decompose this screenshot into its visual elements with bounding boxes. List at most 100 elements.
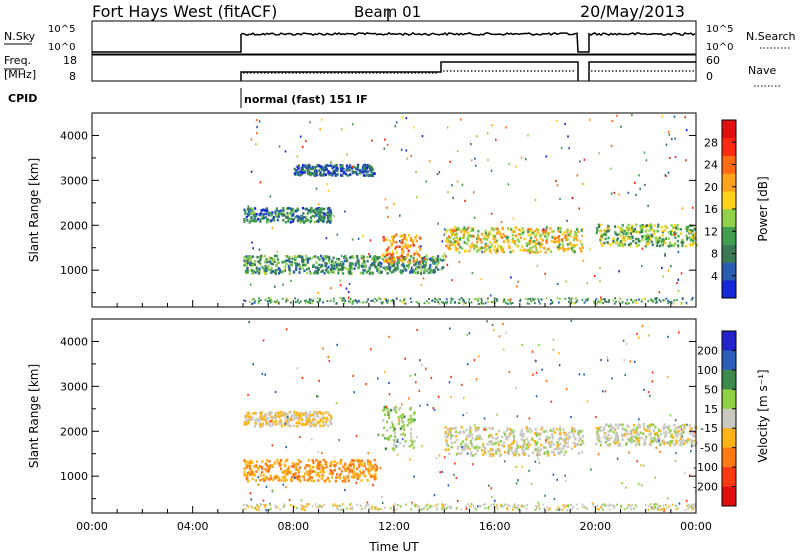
- noise-cell: [252, 247, 254, 250]
- data-cell: [296, 468, 299, 472]
- data-cell: [622, 433, 625, 437]
- data-cell: [432, 261, 435, 265]
- ground-cell: [593, 300, 595, 303]
- noise-cell: [493, 328, 495, 332]
- noise-cell: [654, 476, 657, 479]
- data-cell: [566, 441, 569, 445]
- data-cell: [579, 247, 582, 250]
- data-cell: [686, 227, 689, 231]
- data-cell: [322, 168, 325, 171]
- data-cell: [449, 240, 452, 244]
- data-cell: [452, 427, 455, 430]
- data-cell: [457, 243, 460, 246]
- data-cell: [304, 411, 307, 415]
- data-cell: [649, 443, 652, 446]
- noise-cell: [461, 450, 464, 453]
- data-cell: [413, 411, 416, 414]
- data-cell: [246, 269, 249, 272]
- data-cell: [608, 438, 611, 442]
- data-cell: [243, 467, 246, 471]
- ground-cell: [397, 504, 399, 507]
- data-cell: [392, 240, 395, 243]
- data-cell: [557, 241, 561, 245]
- noise-cell: [282, 483, 284, 486]
- data-cell: [402, 245, 405, 248]
- data-cell: [392, 429, 395, 432]
- data-cell: [484, 232, 488, 235]
- data-cell: [360, 255, 363, 258]
- ground-cell: [260, 504, 263, 507]
- data-cell: [306, 479, 309, 482]
- noise-cell: [643, 151, 646, 154]
- data-cell: [292, 210, 295, 213]
- data-cell: [308, 477, 311, 481]
- data-cell: [391, 264, 394, 268]
- ground-cell: [524, 297, 527, 300]
- data-cell: [327, 208, 330, 211]
- data-cell: [247, 461, 250, 464]
- data-cell: [638, 239, 641, 243]
- ground-cell: [598, 508, 600, 511]
- noise-cell: [670, 265, 672, 268]
- data-cell: [357, 165, 360, 168]
- data-cell: [273, 254, 277, 258]
- noise-cell: [284, 422, 287, 425]
- data-cell: [267, 213, 270, 217]
- noise-cell: [667, 171, 670, 174]
- data-cell: [268, 260, 271, 263]
- data-cell: [607, 236, 610, 240]
- data-cell: [610, 436, 613, 440]
- data-cell: [459, 431, 462, 434]
- noise-cell: [566, 388, 568, 391]
- ground-cell: [467, 506, 470, 509]
- data-cell: [402, 234, 405, 238]
- data-cell: [269, 262, 272, 265]
- data-cell: [550, 440, 553, 443]
- data-cell: [387, 257, 390, 261]
- noise-cell: [455, 476, 458, 479]
- noise-cell: [269, 419, 272, 423]
- data-cell: [639, 224, 642, 228]
- noise-cell: [250, 138, 253, 141]
- data-cell: [621, 223, 624, 227]
- data-cell: [262, 479, 265, 482]
- data-cell: [367, 471, 370, 474]
- data-cell: [482, 453, 485, 456]
- data-cell: [275, 269, 278, 272]
- noise-cell: [671, 137, 673, 141]
- data-cell: [252, 472, 255, 476]
- ground-cell: [630, 299, 633, 302]
- data-cell: [605, 230, 608, 233]
- data-cell: [662, 431, 665, 435]
- data-cell: [247, 210, 251, 213]
- data-cell: [277, 261, 280, 265]
- data-cell: [393, 235, 396, 238]
- data-cell: [385, 267, 388, 270]
- data-cell: [264, 418, 267, 422]
- noise-cell: [410, 154, 412, 157]
- ground-cell: [390, 300, 392, 303]
- data-cell: [607, 434, 610, 437]
- data-cell: [274, 460, 277, 464]
- data-cell: [450, 231, 453, 234]
- data-cell: [268, 460, 271, 463]
- data-cell: [617, 225, 620, 229]
- data-cell: [656, 236, 659, 240]
- ground-cell: [405, 503, 407, 506]
- data-cell: [261, 214, 264, 218]
- data-cell: [322, 264, 325, 268]
- noise-cell: [338, 439, 340, 442]
- data-cell: [653, 436, 656, 440]
- data-cell: [651, 228, 654, 232]
- ground-cell: [341, 299, 344, 302]
- ground-cell: [509, 302, 512, 305]
- data-cell: [304, 258, 307, 262]
- noise-cell: [362, 234, 364, 238]
- data-cell: [541, 239, 545, 242]
- data-cell: [525, 443, 529, 447]
- data-cell: [625, 429, 628, 433]
- noise-cell: [306, 272, 308, 275]
- data-cell: [403, 267, 406, 271]
- ground-cell: [542, 503, 545, 506]
- cpid-label: CPID: [8, 92, 37, 105]
